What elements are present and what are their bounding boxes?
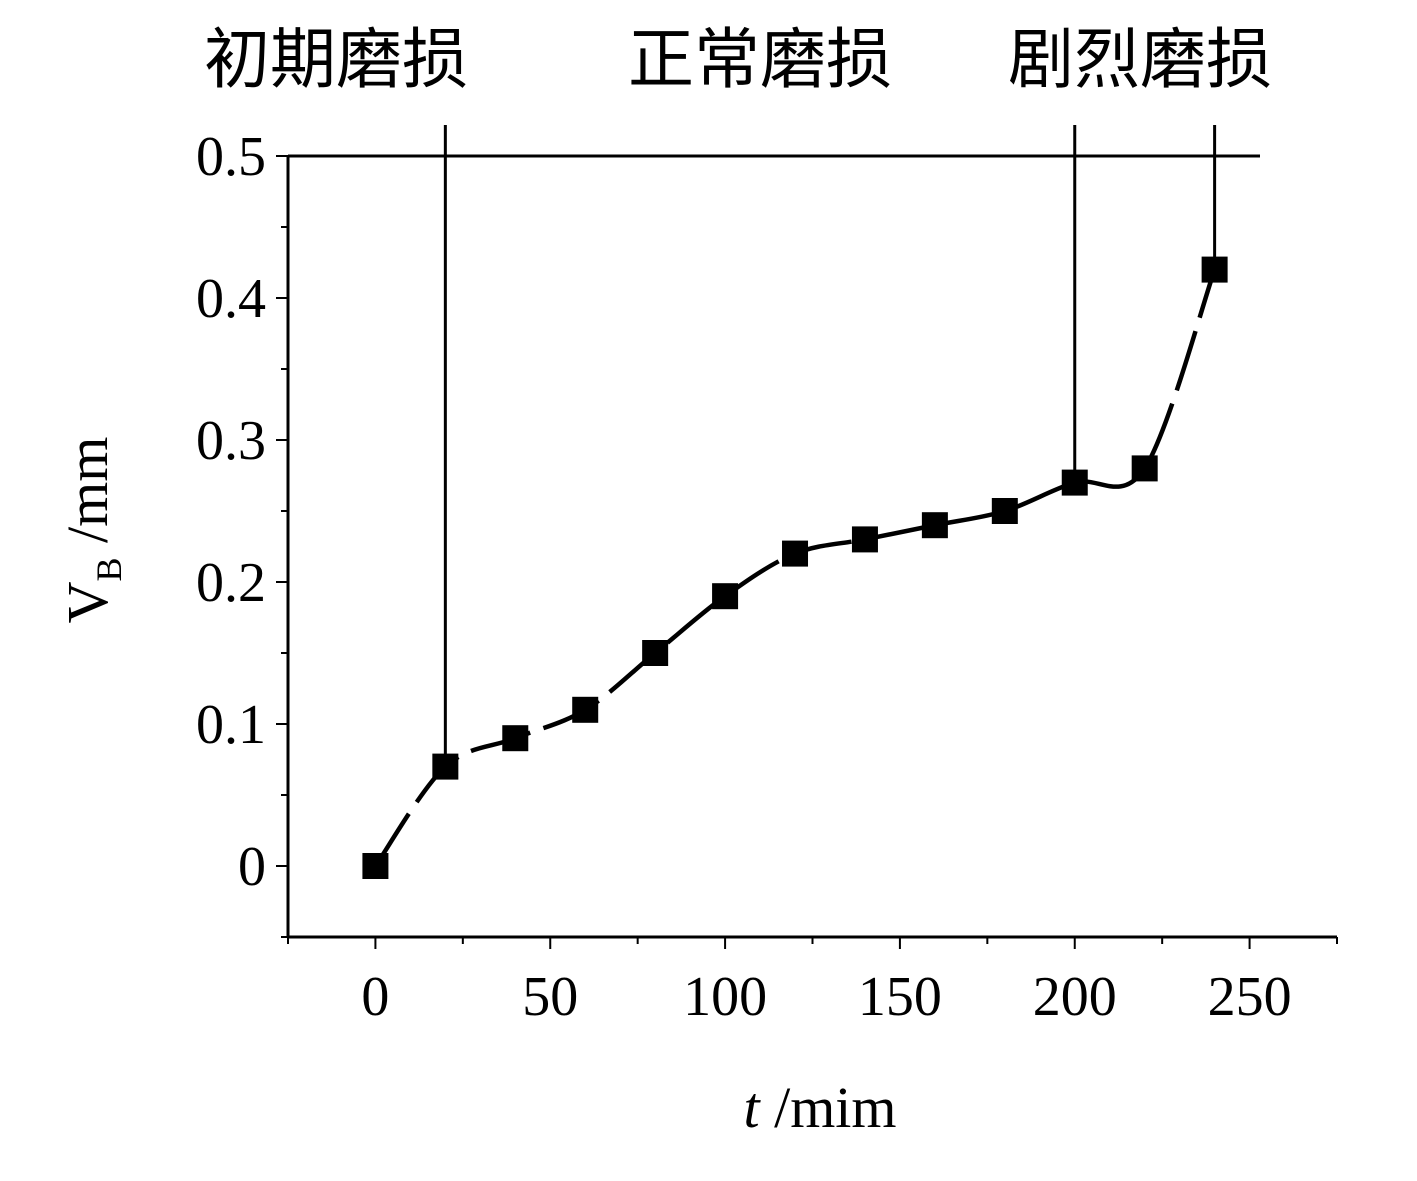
x-axis-title-variable: t (743, 1075, 761, 1140)
x-tick-label: 200 (1033, 966, 1117, 1028)
y-axis-title-unit: /mm (55, 437, 120, 558)
data-point-marker (851, 526, 878, 553)
y-tick-label: 0.1 (196, 694, 266, 756)
series-curve (373, 268, 1217, 868)
y-axis-title-variable: V (55, 581, 120, 623)
reference-lines (288, 125, 1260, 767)
data-point-marker (502, 725, 529, 752)
data-point-marker (1201, 256, 1228, 283)
stage-label: 初期磨损 (204, 24, 468, 97)
data-point-marker (642, 640, 669, 666)
x-tick-label: 0 (361, 966, 389, 1028)
data-point-marker (572, 696, 599, 723)
data-point-marker (362, 853, 389, 879)
x-tick-label: 100 (683, 966, 767, 1028)
y-axis-title-subscript: B (89, 557, 129, 581)
x-tick-label: 250 (1208, 966, 1292, 1028)
series-group (362, 256, 1228, 879)
y-tick-label: 0.3 (196, 410, 266, 472)
stage-label: 剧烈磨损 (1008, 24, 1272, 97)
y-tick-label: 0.2 (196, 552, 266, 614)
data-point-marker (991, 498, 1018, 524)
data-point-marker (921, 512, 948, 539)
axis-titles: t /mim VB /mm (55, 437, 897, 1140)
stage-labels: 初期磨损 正常磨损 剧烈磨损 (204, 24, 1272, 97)
x-tick-label: 150 (858, 966, 942, 1028)
y-tick-label: 0.4 (196, 268, 266, 330)
y-axis-title: VB /mm (55, 437, 129, 624)
y-tick-label: 0.5 (196, 126, 266, 188)
data-point-marker (712, 583, 739, 610)
x-axis-title: t /mim (743, 1075, 896, 1140)
x-tick-label: 50 (522, 966, 578, 1028)
data-point-marker (1061, 469, 1088, 496)
stage-label: 正常磨损 (628, 24, 892, 97)
data-point-marker (782, 540, 809, 567)
data-point-marker (432, 753, 459, 780)
y-tick-label: 0 (238, 836, 266, 898)
x-axis-title-unit: /mim (760, 1075, 897, 1140)
axes: 0 50 100 150 200 250 0 0.1 0.2 0.3 0.4 0.5 (196, 126, 1338, 1028)
data-point-marker (1131, 455, 1158, 482)
